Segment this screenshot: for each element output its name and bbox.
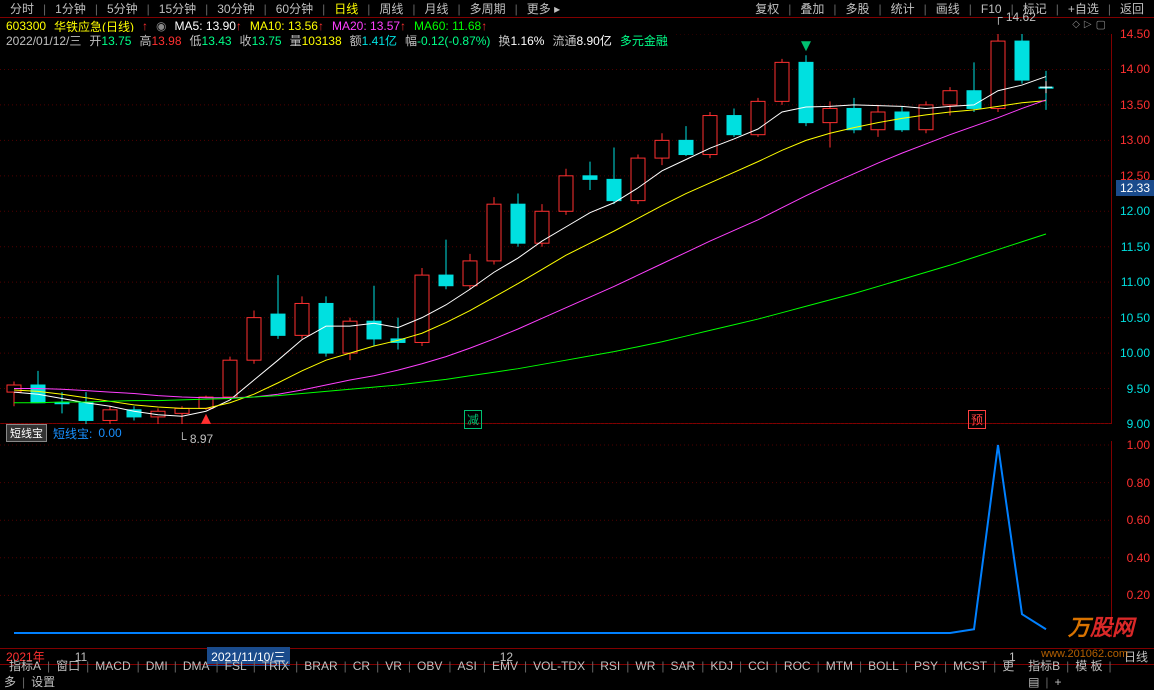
high-price-marker: ┌ 14.62	[994, 10, 1036, 24]
ind-wr[interactable]: WR	[630, 659, 660, 673]
ind-cci[interactable]: CCI	[743, 659, 774, 673]
timeframe-15m[interactable]: 15分钟	[153, 1, 202, 17]
low-val: 13.43	[202, 34, 232, 48]
timeframe-5m[interactable]: 5分钟	[101, 1, 144, 17]
timeframe-1m[interactable]: 1分钟	[49, 1, 92, 17]
bottom-indicator-bar: 指标A|窗口|MACD|DMI|DMA|FSL|TRIX|BRAR|CR|VR|…	[0, 664, 1154, 682]
btn-draw[interactable]: 画线	[930, 1, 966, 17]
ind-macd[interactable]: MACD	[90, 659, 135, 673]
float-val: 8.90亿	[576, 34, 611, 48]
btn-overlay[interactable]: 叠加	[794, 1, 830, 17]
ind-rsi[interactable]: RSI	[595, 659, 625, 673]
sector-val: 多元金融	[620, 32, 668, 49]
ind-psy[interactable]: PSY	[909, 659, 943, 673]
ind-roc[interactable]: ROC	[779, 659, 816, 673]
indicator-title-bar: 短线宝 短线宝: 0.00	[0, 425, 1154, 441]
main-candlestick-chart[interactable]: └ 8.97 ┌ 14.62 减 预	[0, 34, 1112, 424]
ind-asi[interactable]: ASI	[452, 659, 481, 673]
timeframe-60m[interactable]: 60分钟	[270, 1, 319, 17]
timeframe-daily[interactable]: 日线	[328, 1, 364, 17]
chg-val: -0.12(-0.87%)	[417, 34, 490, 48]
ind-vol-tdx[interactable]: VOL-TDX	[528, 659, 590, 673]
main-y-axis: 12.33 9.009.5010.0010.5011.0011.5012.001…	[1112, 34, 1154, 424]
btn-back[interactable]: 返回	[1114, 1, 1150, 17]
timeframe-more[interactable]: 更多 ▸	[521, 1, 566, 17]
turn-val: 1.16%	[510, 34, 544, 48]
high-val: 13.98	[151, 34, 181, 48]
ind-obv[interactable]: OBV	[412, 659, 447, 673]
ind-mtm[interactable]: MTM	[821, 659, 858, 673]
indicator-value: 0.00	[98, 426, 121, 440]
info-line-2: 2022/01/12/三 开13.75 高13.98 低13.43 收13.75…	[0, 32, 674, 48]
ind-emv[interactable]: EMV	[487, 659, 523, 673]
ind-指标a[interactable]: 指标A	[4, 659, 46, 673]
ind-sar[interactable]: SAR	[666, 659, 701, 673]
diamond-left-icon[interactable]: ◇	[1072, 19, 1080, 30]
ind-boll[interactable]: BOLL	[863, 659, 904, 673]
rb-1[interactable]: 模 板	[1070, 659, 1107, 673]
sub-y-axis: 0.200.400.600.801.00	[1112, 441, 1154, 637]
ind-vr[interactable]: VR	[380, 659, 407, 673]
btn-fuquan[interactable]: 复权	[749, 1, 785, 17]
window-icon[interactable]: ▢	[1096, 18, 1106, 31]
btn-multi-stock[interactable]: 多股	[839, 1, 875, 17]
close-val: 13.75	[252, 34, 282, 48]
ind-窗口[interactable]: 窗口	[51, 659, 85, 673]
top-toolbar: 分时| 1分钟| 5分钟| 15分钟| 30分钟| 60分钟| 日线| 周线| …	[0, 0, 1154, 18]
amt-val: 1.41亿	[362, 34, 397, 48]
timeframe-multi[interactable]: 多周期	[464, 1, 512, 17]
timeframe-weekly[interactable]: 周线	[373, 1, 409, 17]
ind-brar[interactable]: BRAR	[299, 659, 342, 673]
ind-cr[interactable]: CR	[348, 659, 375, 673]
open-val: 13.75	[101, 34, 131, 48]
ind-mcst[interactable]: MCST	[948, 659, 992, 673]
sub-indicator-chart[interactable]	[0, 441, 1112, 637]
ind-kdj[interactable]: KDJ	[705, 659, 738, 673]
timeframe-fenshi[interactable]: 分时	[4, 1, 40, 17]
ind-dmi[interactable]: DMI	[141, 659, 173, 673]
date-label: 2022/01/12/三	[6, 32, 81, 49]
ind-trix[interactable]: TRIX	[257, 659, 294, 673]
indicator-name: 短线宝:	[53, 425, 92, 442]
diamond-right-icon[interactable]: ▷	[1084, 19, 1092, 30]
ind-dma[interactable]: DMA	[178, 659, 215, 673]
vol-val: 103138	[302, 34, 342, 48]
timeframe-monthly[interactable]: 月线	[419, 1, 455, 17]
ind-fsl[interactable]: FSL	[220, 659, 252, 673]
btn-stats[interactable]: 统计	[885, 1, 921, 17]
timeframe-30m[interactable]: 30分钟	[211, 1, 260, 17]
indicator-icon[interactable]: 短线宝	[6, 424, 47, 442]
chart-corner-icons: ◇ ▷ ▢	[1072, 18, 1106, 31]
rb-0[interactable]: 指标B	[1023, 659, 1065, 673]
btn-favorite[interactable]: +自选	[1062, 1, 1105, 17]
